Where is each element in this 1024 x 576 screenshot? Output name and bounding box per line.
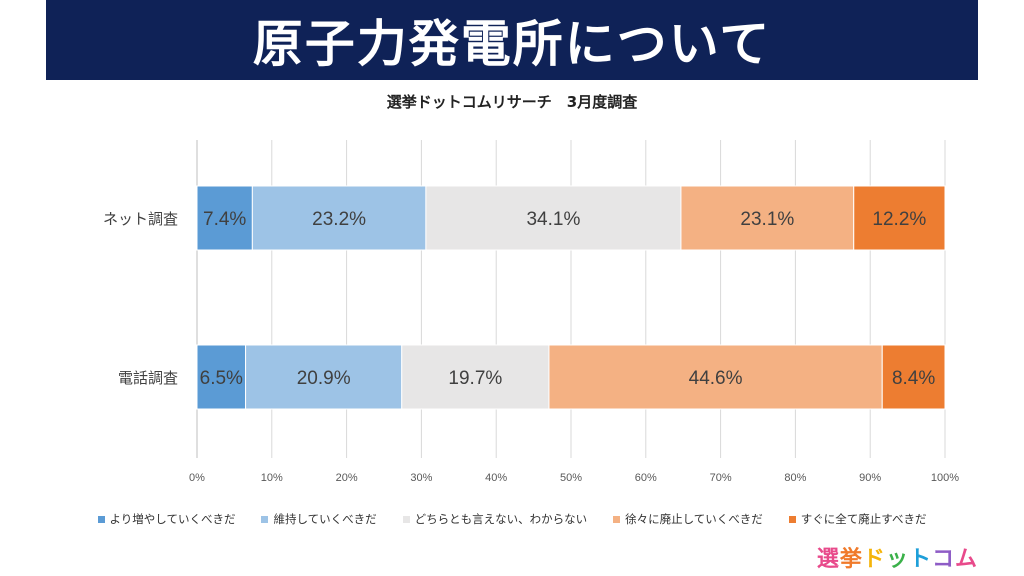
logo-char: ト: [908, 547, 932, 572]
logo-char: ド: [862, 547, 886, 572]
x-tick-label: 0%: [189, 472, 205, 484]
legend-label: 徐々に廃止していくべきだ: [625, 512, 763, 526]
logo-char: ッ: [885, 547, 909, 572]
category-label: ネット調査: [103, 210, 178, 228]
legend-swatch: [402, 515, 410, 523]
legend-item: 徐々に廃止していくべきだ: [613, 511, 763, 527]
data-label: 34.1%: [526, 209, 580, 230]
x-tick-label: 70%: [710, 472, 732, 484]
logo-char: 選: [816, 547, 840, 572]
x-tick-label: 20%: [336, 472, 358, 484]
chart-subtitle: 選挙ドットコムリサーチ 3月度調査: [386, 93, 638, 111]
page-title: 原子力発電所について: [252, 15, 772, 73]
logo-char: 挙: [839, 547, 863, 572]
legend-item: すぐに全て廃止すべきだ: [788, 511, 927, 527]
x-tick-label: 40%: [485, 472, 507, 484]
x-tick-label: 80%: [784, 472, 806, 484]
data-label: 23.1%: [740, 209, 794, 230]
legend-label: どちらとも言えない、わからない: [414, 512, 588, 526]
bar-segment: [245, 344, 403, 410]
brand-logo: 選挙ドットコム: [817, 541, 978, 573]
data-label: 12.2%: [872, 209, 926, 230]
data-label: 6.5%: [200, 368, 243, 389]
legend-swatch: [261, 515, 269, 523]
title-banner: 原子力発電所について: [46, 0, 978, 80]
legend-item: より増やしていくべきだ: [97, 511, 236, 527]
data-label: 23.2%: [312, 209, 366, 230]
legend-item: どちらとも言えない、わからない: [402, 511, 588, 527]
bar-segment: [881, 344, 946, 410]
bar-segment: [251, 185, 427, 251]
bar-segment: [196, 185, 253, 251]
chart-legend: より増やしていくべきだ 維持していくべきだ どちらとも言えない、わからない 徐々に廃止…: [0, 511, 1024, 527]
legend-label: 維持していくべきだ: [273, 512, 377, 526]
data-label: 7.4%: [203, 209, 246, 230]
bar-segment: [401, 344, 550, 410]
logo-char: コ: [931, 547, 955, 572]
bar-segment: [680, 185, 855, 251]
legend-label: より増やしていくべきだ: [109, 512, 236, 526]
x-tick-label: 50%: [560, 472, 582, 484]
data-label: 20.9%: [297, 368, 351, 389]
legend-swatch: [97, 515, 105, 523]
bar-segment: [548, 344, 883, 410]
logo-char: ム: [954, 547, 978, 572]
bar-segment: [425, 185, 682, 251]
data-label: 44.6%: [689, 368, 743, 389]
stacked-bar-chart: 0% 10% 20% 30% 40% 50% 60% 70% 80% 90% 100% ネット調査 7.…: [103, 140, 959, 484]
legend-swatch: [613, 515, 621, 523]
x-tick-label: 30%: [410, 472, 432, 484]
x-tick-label: 60%: [635, 472, 657, 484]
bar-segment: [853, 185, 946, 251]
legend-item: 維持していくべきだ: [261, 511, 377, 527]
legend-label: すぐに全て廃止すべきだ: [800, 512, 927, 526]
x-tick-label: 10%: [261, 472, 283, 484]
data-label: 8.4%: [892, 368, 935, 389]
x-tick-label: 90%: [859, 472, 881, 484]
legend-swatch: [788, 515, 796, 523]
x-tick-label: 100%: [931, 472, 959, 484]
bar-segment: [196, 344, 247, 410]
data-label: 19.7%: [448, 368, 502, 389]
category-label: 電話調査: [118, 369, 178, 387]
